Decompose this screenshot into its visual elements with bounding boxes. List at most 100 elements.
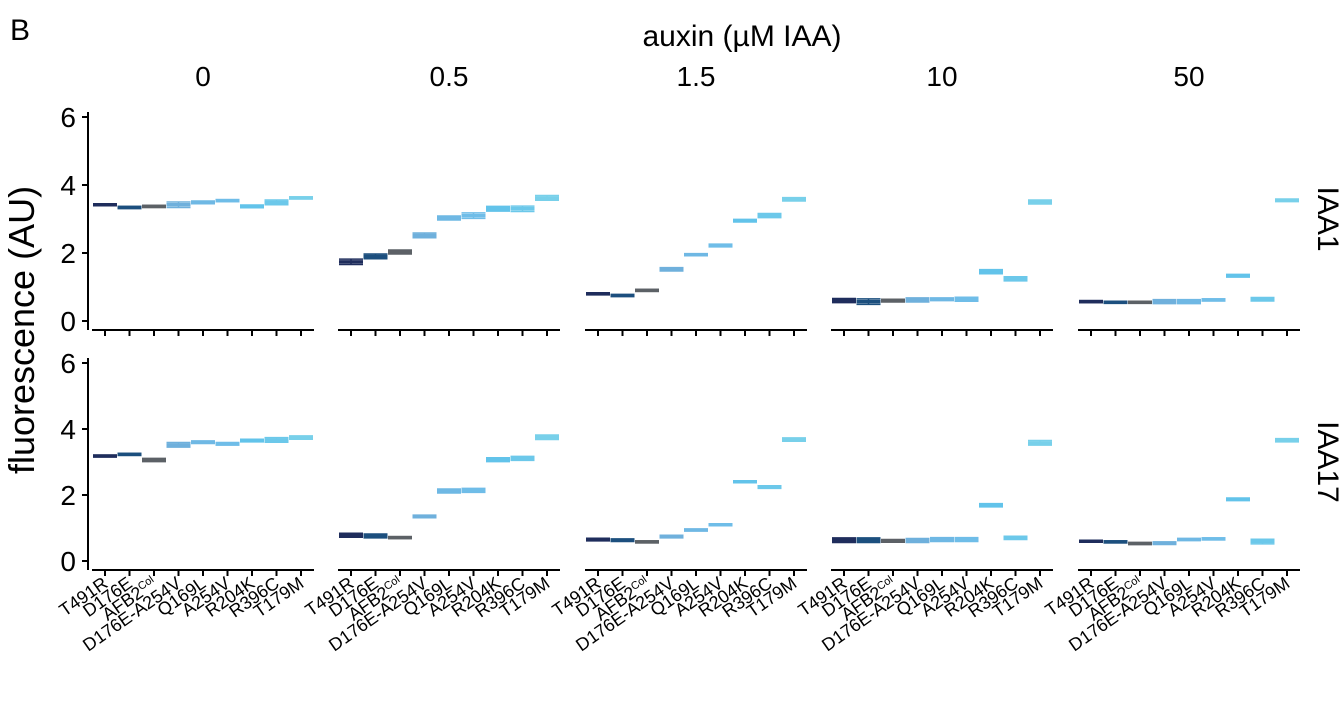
point-iaa17-0-t491r	[93, 454, 117, 458]
point-iaa1-0-5-t179m	[535, 194, 559, 202]
point-iaa17-0-5-d176e-a254v	[412, 514, 437, 519]
point-iaa1-50-d176e-a254v	[1152, 298, 1177, 305]
point-iaa17-0-5-r204k	[486, 456, 510, 463]
point-iaa1-0-5-d176e	[363, 253, 388, 260]
point-iaa17-10-afb2col	[881, 538, 905, 543]
point-iaa1-0-t179m	[289, 196, 313, 200]
point-iaa17-0-a254v	[215, 441, 240, 446]
point-iaa17-0-5-a254v	[461, 487, 486, 494]
point-iaa17-10-q169l	[930, 536, 954, 543]
point-iaa17-0-5-afb2col	[388, 535, 412, 540]
point-iaa1-0-r396c	[264, 199, 289, 206]
point-iaa17-50-afb2col	[1128, 541, 1152, 546]
point-iaa1-10-d176e-a254v	[905, 297, 930, 303]
y-tick-label: 4	[60, 414, 76, 445]
point-iaa1-0-5-t491r	[339, 258, 363, 266]
y-tick-label: 0	[60, 306, 76, 337]
point-iaa1-50-r204k	[1226, 273, 1250, 278]
point-iaa1-50-d176e	[1103, 300, 1128, 305]
point-iaa17-10-a254v	[954, 536, 979, 543]
point-iaa1-0-q169l	[191, 200, 215, 205]
point-iaa1-10-r204k	[979, 268, 1003, 275]
point-iaa1-0-5-afb2col	[388, 249, 412, 255]
point-iaa1-50-t491r	[1079, 299, 1103, 304]
point-iaa1-1-5-d176e-a254v	[659, 266, 684, 272]
point-iaa1-1-5-t491r	[586, 292, 610, 296]
point-iaa17-0-5-t491r	[339, 532, 363, 538]
y-axis-label: fluorescence (AU)	[1, 186, 42, 474]
point-iaa1-0-t491r	[93, 202, 117, 207]
point-iaa1-1-5-q169l	[684, 252, 708, 257]
column-title: auxin (µM IAA)	[643, 20, 842, 53]
point-iaa1-10-r396c	[1003, 276, 1028, 282]
point-iaa1-10-a254v	[954, 296, 979, 303]
point-iaa1-10-t491r	[832, 297, 856, 304]
y-tick-label: 0	[60, 546, 76, 577]
point-iaa17-10-t491r	[832, 537, 856, 544]
point-iaa17-50-t179m	[1275, 437, 1299, 443]
point-iaa1-1-5-d176e	[610, 293, 635, 298]
panel-label: B	[10, 14, 30, 47]
point-iaa1-10-t179m	[1028, 199, 1052, 205]
point-iaa1-50-a254v	[1201, 298, 1226, 302]
y-tick-label: 6	[60, 102, 76, 133]
point-iaa17-0-q169l	[191, 440, 215, 445]
point-iaa1-10-afb2col	[881, 298, 905, 303]
point-iaa17-50-d176e	[1103, 540, 1128, 544]
point-iaa17-10-r204k	[979, 502, 1003, 508]
point-iaa17-50-r396c	[1250, 538, 1275, 545]
point-iaa17-1-5-t491r	[586, 537, 610, 542]
point-iaa17-50-d176e-a254v	[1152, 541, 1177, 546]
point-iaa1-10-d176e	[856, 298, 881, 306]
point-iaa1-50-afb2col	[1128, 300, 1152, 305]
point-iaa17-0-r396c	[264, 436, 289, 443]
point-iaa17-1-5-q169l	[684, 528, 708, 532]
point-iaa17-10-d176e	[856, 537, 881, 544]
point-iaa17-0-5-q169l	[437, 488, 461, 494]
point-iaa17-0-5-d176e	[363, 533, 388, 539]
y-tick-label: 6	[60, 348, 76, 379]
point-iaa17-10-r396c	[1003, 535, 1028, 541]
point-iaa17-50-r204k	[1226, 497, 1250, 502]
point-iaa17-1-5-r396c	[757, 485, 782, 490]
point-iaa17-1-5-afb2col	[635, 540, 659, 544]
facet-column-label: 1.5	[677, 61, 716, 92]
point-iaa17-0-afb2col	[142, 457, 166, 463]
point-iaa17-50-t491r	[1079, 539, 1103, 543]
y-tick-label: 4	[60, 170, 76, 201]
facet-row-label: IAA17	[1311, 421, 1344, 503]
point-iaa17-1-5-d176e	[610, 538, 635, 543]
point-iaa1-50-t179m	[1275, 198, 1299, 203]
point-iaa17-10-t179m	[1028, 439, 1052, 446]
point-iaa17-0-r204k	[240, 438, 264, 443]
facet-column-label: 50	[1173, 61, 1204, 92]
point-iaa1-1-5-afb2col	[635, 288, 659, 293]
point-iaa1-1-5-r204k	[733, 218, 757, 223]
point-iaa1-0-5-r204k	[486, 205, 510, 212]
point-iaa17-0-d176e	[117, 452, 142, 457]
point-iaa17-50-q169l	[1177, 537, 1201, 542]
facet-row-label: IAA1	[1311, 186, 1344, 251]
point-iaa1-0-5-d176e-a254v	[412, 232, 437, 239]
point-iaa1-50-r396c	[1250, 296, 1275, 302]
point-iaa1-0-d176e-a254v	[166, 201, 191, 209]
point-iaa1-10-q169l	[930, 297, 954, 302]
point-iaa17-0-d176e-a254v	[166, 441, 191, 448]
point-iaa17-1-5-d176e-a254v	[659, 534, 684, 539]
point-iaa17-0-5-t179m	[535, 434, 559, 441]
point-iaa17-10-d176e-a254v	[905, 537, 930, 544]
y-tick-label: 2	[60, 238, 76, 269]
point-iaa1-0-5-r396c	[510, 205, 535, 213]
point-iaa1-1-5-t179m	[782, 196, 806, 202]
point-iaa1-0-a254v	[215, 198, 240, 203]
point-iaa1-0-afb2col	[142, 204, 166, 209]
point-iaa17-1-5-a254v	[708, 522, 733, 527]
point-iaa17-0-t179m	[289, 435, 313, 440]
point-iaa1-0-r204k	[240, 204, 264, 209]
point-iaa17-0-5-r396c	[510, 455, 535, 462]
point-iaa1-0-d176e	[117, 205, 142, 210]
facet-column-label: 10	[926, 61, 957, 92]
point-iaa1-0-5-a254v	[461, 212, 486, 220]
facet-column-label: 0	[195, 61, 211, 92]
